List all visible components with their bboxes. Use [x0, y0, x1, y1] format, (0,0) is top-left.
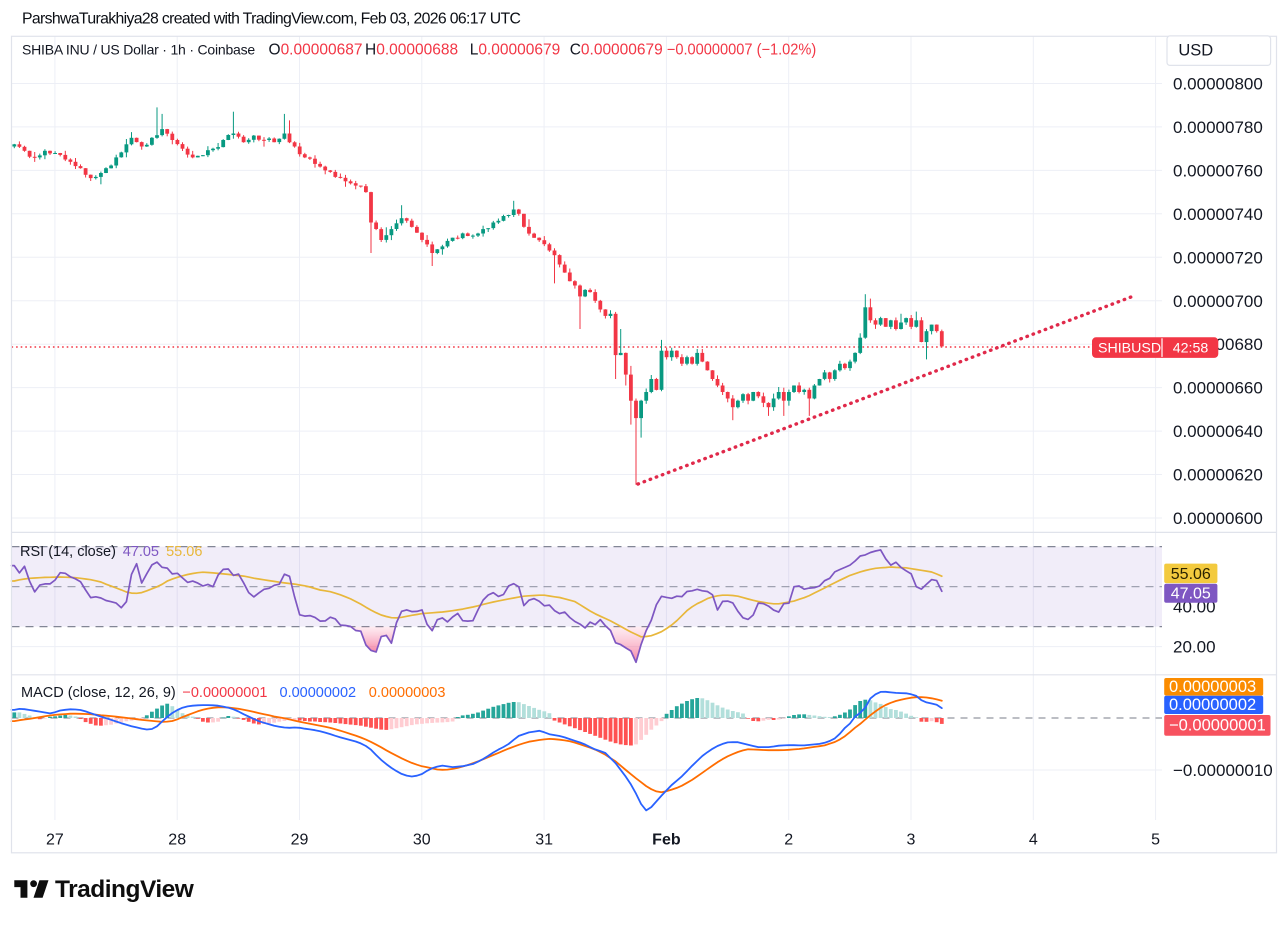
svg-text:30: 30 — [413, 832, 431, 849]
svg-text:ParshwaTurakhiya28 created wit: ParshwaTurakhiya28 created with TradingV… — [22, 11, 520, 28]
svg-text:0.00000720: 0.00000720 — [1173, 248, 1263, 267]
svg-text:Feb: Feb — [652, 832, 681, 849]
svg-text:27: 27 — [46, 832, 64, 849]
svg-text:0.00000600: 0.00000600 — [1173, 509, 1263, 528]
svg-text:−0.00000001: −0.00000001 — [1169, 716, 1266, 734]
svg-text:0.00000640: 0.00000640 — [1173, 422, 1263, 441]
svg-text:MACD (close, 12, 26, 9)−0.0000: MACD (close, 12, 26, 9) −0.00000001 0.0000… — [21, 685, 445, 701]
svg-text:0.00000003: 0.00000003 — [1169, 678, 1256, 696]
svg-text:42:58: 42:58 — [1173, 340, 1209, 356]
svg-text:SHIBUSD: SHIBUSD — [1098, 340, 1161, 356]
svg-text:0.00000740: 0.00000740 — [1173, 205, 1263, 224]
svg-text:5: 5 — [1151, 832, 1160, 849]
svg-text:TradingView: TradingView — [55, 876, 195, 903]
svg-text:0.00000700: 0.00000700 — [1173, 292, 1263, 311]
svg-text:47.05: 47.05 — [1171, 585, 1211, 602]
svg-text:28: 28 — [168, 832, 186, 849]
svg-text:SHIBA INU / US Dollar · 1h · C: SHIBA INU / US Dollar · 1h · Coinbase — [22, 42, 255, 58]
svg-text:0.00000660: 0.00000660 — [1173, 379, 1263, 398]
svg-text:0.00000620: 0.00000620 — [1173, 466, 1263, 485]
svg-text:31: 31 — [535, 832, 553, 849]
svg-text:55.06: 55.06 — [1171, 566, 1211, 583]
svg-text:4: 4 — [1029, 832, 1038, 849]
svg-text:2: 2 — [784, 832, 793, 849]
svg-text:20.00: 20.00 — [1173, 638, 1216, 657]
svg-text:0.00000800: 0.00000800 — [1173, 75, 1263, 94]
svg-text:0.00000780: 0.00000780 — [1173, 118, 1263, 137]
svg-text:−0.00000010: −0.00000010 — [1173, 761, 1273, 780]
svg-text:3: 3 — [907, 832, 916, 849]
svg-text:29: 29 — [291, 832, 309, 849]
svg-text:0.00000002: 0.00000002 — [1169, 696, 1256, 714]
svg-text:0.00000760: 0.00000760 — [1173, 161, 1263, 180]
svg-text:USD: USD — [1178, 41, 1213, 59]
